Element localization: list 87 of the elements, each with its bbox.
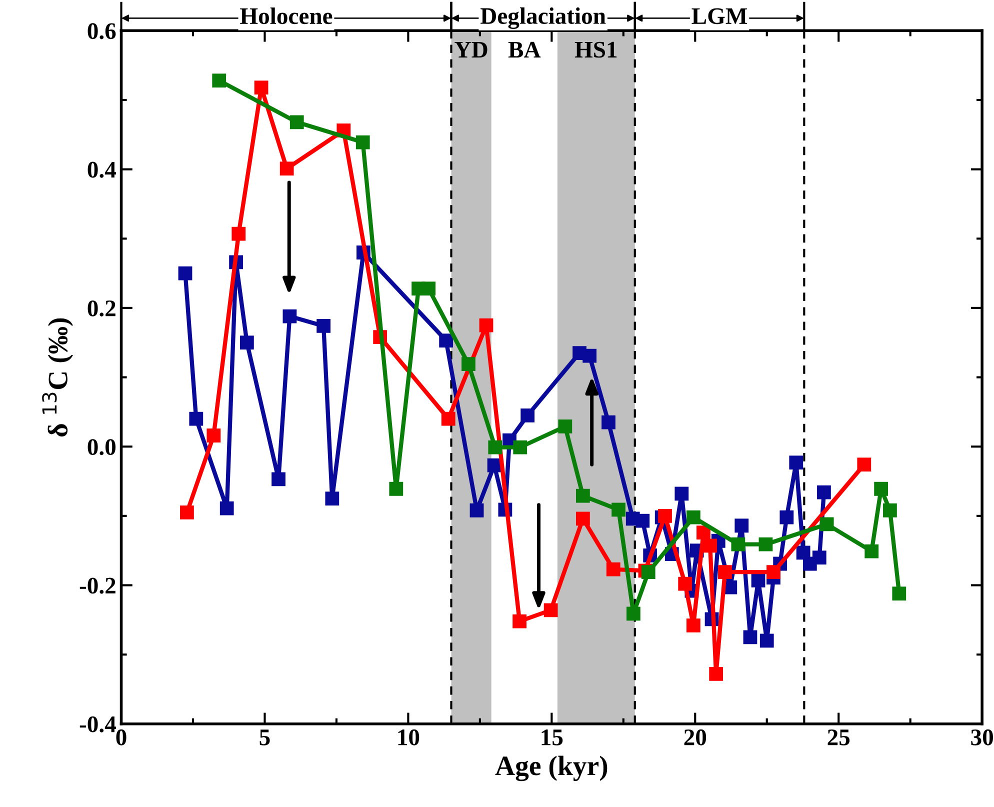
band-label: HS1 [574, 42, 617, 58]
point [612, 502, 626, 517]
point [488, 440, 502, 454]
point [576, 488, 590, 503]
point [422, 282, 436, 296]
y-tick-label: 0.2 [88, 300, 116, 316]
point [513, 440, 528, 454]
x-tick-label: 25 [828, 729, 850, 746]
x-tick-label: 15 [542, 730, 563, 746]
point [272, 472, 286, 486]
x-tick-label: 20 [684, 729, 706, 746]
point [602, 415, 616, 430]
point [734, 518, 749, 533]
point [212, 74, 226, 88]
point [636, 514, 650, 528]
point [766, 565, 780, 580]
point [796, 546, 810, 560]
y-tick-label: 0.0 [88, 439, 116, 456]
point [641, 565, 656, 580]
text: LGM [692, 8, 748, 24]
point [582, 348, 596, 363]
y-tick-label: 0.6 [88, 23, 116, 40]
point [789, 456, 804, 470]
point [220, 501, 234, 516]
point [232, 226, 246, 241]
point [206, 428, 221, 442]
band-label: BA [508, 42, 541, 58]
point [240, 336, 254, 350]
point [558, 420, 572, 434]
point [760, 634, 774, 648]
point [254, 80, 268, 94]
point [441, 412, 456, 426]
x-tick-label: 10 [398, 729, 420, 746]
point [751, 573, 766, 588]
x-axis-title: Age (kyr) [495, 756, 608, 782]
point [462, 357, 476, 372]
x-tick-label: 30 [971, 729, 993, 746]
point [439, 334, 454, 348]
y-tick-label: -0.2 [80, 578, 116, 594]
point [686, 510, 700, 524]
point [512, 614, 526, 628]
point [780, 510, 794, 524]
point [520, 408, 535, 422]
point [316, 319, 330, 333]
point [470, 503, 484, 518]
point [758, 537, 773, 552]
point [544, 603, 558, 618]
point [812, 550, 826, 564]
y-axis-title: δ $^{13}$C (‰) [42, 318, 74, 437]
point [180, 506, 194, 520]
point [280, 162, 294, 176]
point [479, 318, 494, 332]
point [874, 482, 888, 496]
x-tick-label: 0 [116, 729, 126, 746]
point [290, 115, 304, 130]
point [356, 135, 370, 150]
point [325, 492, 340, 506]
x-tick-label: 5 [260, 730, 270, 746]
point [487, 458, 502, 472]
point [817, 485, 831, 500]
point [686, 618, 700, 632]
point [892, 586, 906, 600]
text: Deglaciation [480, 7, 606, 29]
point [674, 486, 689, 501]
point [626, 606, 640, 621]
point [696, 526, 710, 540]
point [576, 512, 590, 526]
point [820, 517, 834, 532]
y-tick-label: -0.4 [80, 716, 116, 732]
text: Holocene [240, 7, 332, 24]
point [703, 538, 718, 553]
point [718, 565, 732, 580]
point [678, 576, 692, 591]
point [658, 508, 672, 523]
point [178, 266, 192, 280]
point [606, 562, 620, 576]
point [731, 537, 746, 552]
point [389, 482, 404, 496]
point [709, 667, 724, 681]
point [857, 458, 872, 472]
y-tick-label: 0.4 [88, 162, 116, 178]
point [864, 544, 879, 558]
point [282, 309, 297, 324]
point [883, 503, 897, 518]
point [743, 630, 758, 644]
point [189, 412, 204, 426]
band-label: YD [454, 42, 488, 58]
